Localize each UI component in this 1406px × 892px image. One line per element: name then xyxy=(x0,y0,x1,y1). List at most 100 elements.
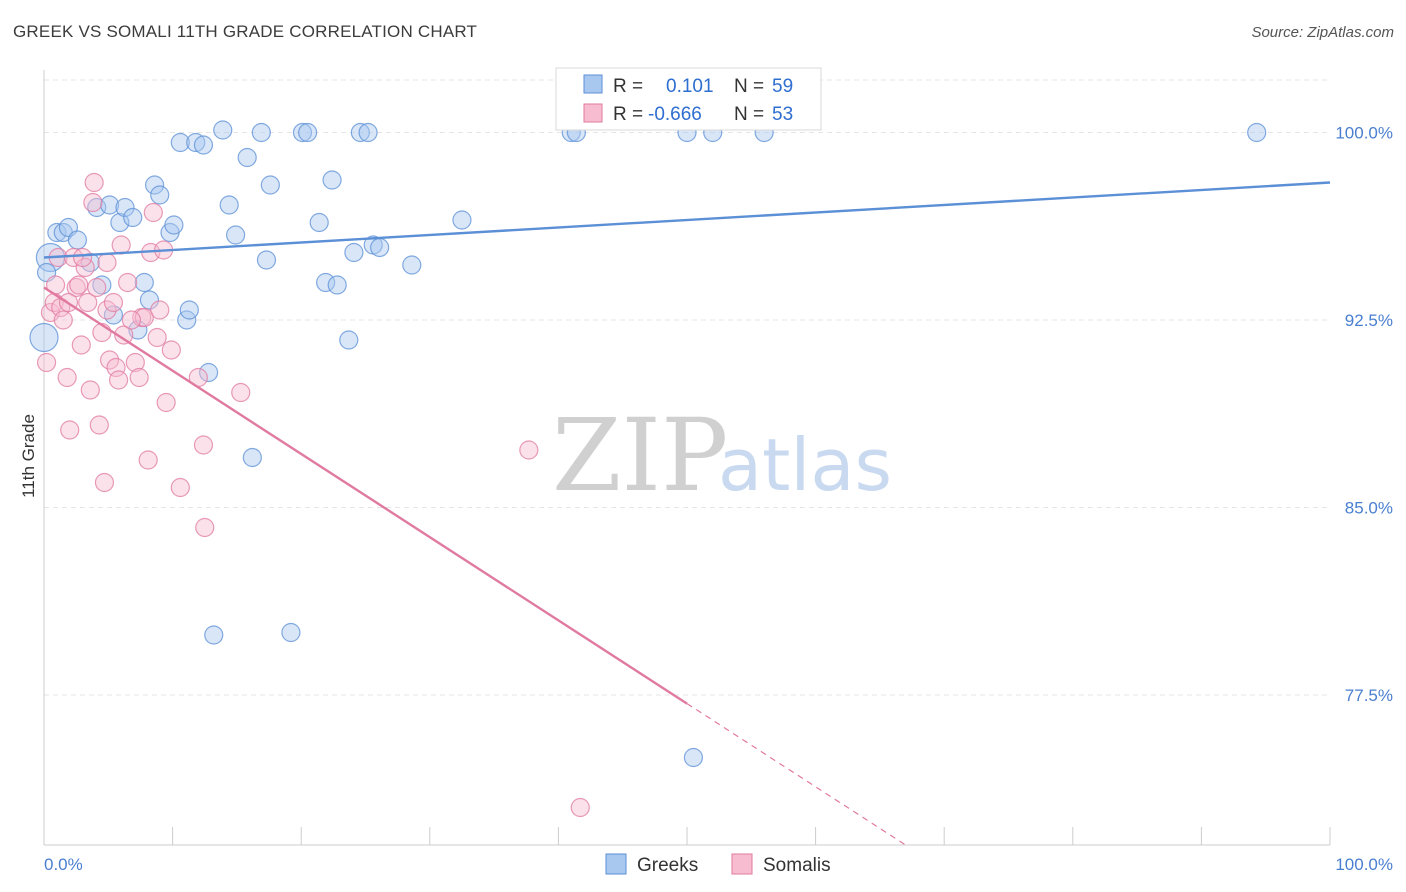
point-somalis xyxy=(111,235,131,255)
point-somalis xyxy=(71,335,91,355)
point-greeks xyxy=(402,255,422,275)
point-somalis xyxy=(83,192,103,213)
point-greeks xyxy=(204,625,224,645)
legend-swatch-greeks xyxy=(583,74,603,94)
point-somalis xyxy=(195,517,215,538)
point-greeks xyxy=(199,362,219,383)
point-greeks xyxy=(322,170,342,190)
legend-bottom-label-greeks: Greeks xyxy=(637,855,698,876)
point-somalis xyxy=(138,450,158,470)
point-somalis xyxy=(97,252,117,273)
point-greeks xyxy=(316,272,336,293)
point-somalis xyxy=(193,435,214,455)
point-greeks xyxy=(128,320,148,340)
legend-n-label-greeks: N = xyxy=(734,76,764,97)
legend-n-label-somalis: N = xyxy=(734,104,764,125)
x-tick-label-min: 0.0% xyxy=(44,855,83,874)
point-greeks xyxy=(350,122,370,143)
point-somalis xyxy=(103,292,124,313)
point-greeks xyxy=(251,122,271,143)
point-greeks xyxy=(327,275,347,295)
point-greeks xyxy=(292,122,313,143)
point-somalis xyxy=(87,277,107,298)
point-greeks xyxy=(99,195,120,215)
point-greeks xyxy=(134,272,154,293)
legend-r-label-somalis: R = xyxy=(613,104,643,125)
x-tick-labels: 0.0% 100.0% xyxy=(44,855,1393,874)
point-somalis xyxy=(84,172,104,193)
point-somalis xyxy=(36,352,57,373)
point-greeks xyxy=(370,237,390,258)
point-somalis xyxy=(72,247,93,268)
point-somalis xyxy=(108,370,129,390)
y-tick-label: 85.0% xyxy=(1345,499,1393,518)
point-somalis xyxy=(129,367,149,388)
point-somalis xyxy=(161,340,181,360)
legend-top: R = 0.101 N = 59 R = -0.666 N = 53 xyxy=(555,67,822,131)
point-greeks xyxy=(139,290,160,310)
point-somalis xyxy=(143,202,163,223)
watermark: ZIP atlas xyxy=(552,397,892,514)
point-greeks xyxy=(256,250,277,270)
point-greeks xyxy=(1247,122,1267,143)
point-greeks xyxy=(309,212,329,233)
axes xyxy=(43,70,1331,846)
point-greeks xyxy=(92,275,112,295)
point-somalis xyxy=(519,440,539,460)
point-somalis xyxy=(156,392,176,413)
y-tick-label: 77.5% xyxy=(1345,686,1393,705)
point-greeks xyxy=(170,132,190,153)
point-greeks xyxy=(123,207,143,228)
legend-r-label-greeks: R = xyxy=(613,76,643,97)
point-greeks xyxy=(110,212,130,233)
point-greeks xyxy=(29,322,59,353)
point-somalis xyxy=(106,357,126,378)
point-greeks xyxy=(47,222,67,243)
scatter-points xyxy=(29,120,1267,818)
point-greeks xyxy=(452,210,472,230)
legend-swatch-somalis xyxy=(583,103,603,123)
point-greeks xyxy=(683,747,704,768)
trend-line-dashed-somalis xyxy=(686,703,906,846)
point-somalis xyxy=(69,275,89,295)
trend-line-somalis xyxy=(43,286,688,705)
point-somalis xyxy=(57,367,77,388)
point-greeks xyxy=(115,197,135,218)
legend-r-value-somalis: -0.666 xyxy=(648,104,702,125)
source-credit: Source: ZipAtlas.com xyxy=(1251,24,1394,41)
point-greeks xyxy=(150,185,170,205)
x-tick-label-max: 100.0% xyxy=(1335,855,1393,874)
trend-lines xyxy=(43,181,1331,846)
point-greeks xyxy=(67,230,88,250)
legend-bottom-label-somalis: Somalis xyxy=(763,855,831,876)
legend-bottom-swatch-somalis xyxy=(731,853,753,875)
point-somalis xyxy=(125,352,145,373)
point-somalis xyxy=(99,350,120,370)
point-somalis xyxy=(66,277,86,298)
point-greeks xyxy=(281,622,301,643)
watermark-zip: ZIP xyxy=(552,397,728,514)
y-axis-title: 11th Grade xyxy=(19,414,38,498)
point-greeks xyxy=(344,242,364,263)
point-greeks xyxy=(186,132,206,153)
point-somalis xyxy=(89,415,109,435)
point-somalis xyxy=(114,325,134,345)
point-somalis xyxy=(231,382,251,403)
point-somalis xyxy=(80,380,100,400)
legend-n-value-somalis: 53 xyxy=(772,104,793,125)
point-greeks xyxy=(179,300,199,320)
point-greeks xyxy=(226,225,246,245)
point-greeks xyxy=(242,447,262,468)
point-somalis xyxy=(147,327,167,348)
point-somalis xyxy=(53,310,73,330)
legend-bottom: Greeks Somalis xyxy=(605,853,831,876)
chart-title: GREEK VS SOMALI 11TH GRADE CORRELATION C… xyxy=(13,22,478,41)
point-greeks xyxy=(193,135,214,155)
point-somalis xyxy=(97,300,117,320)
point-somalis xyxy=(78,292,98,313)
point-somalis xyxy=(570,797,590,818)
point-somalis xyxy=(150,300,170,320)
point-greeks xyxy=(339,330,359,350)
point-greeks xyxy=(260,175,280,195)
